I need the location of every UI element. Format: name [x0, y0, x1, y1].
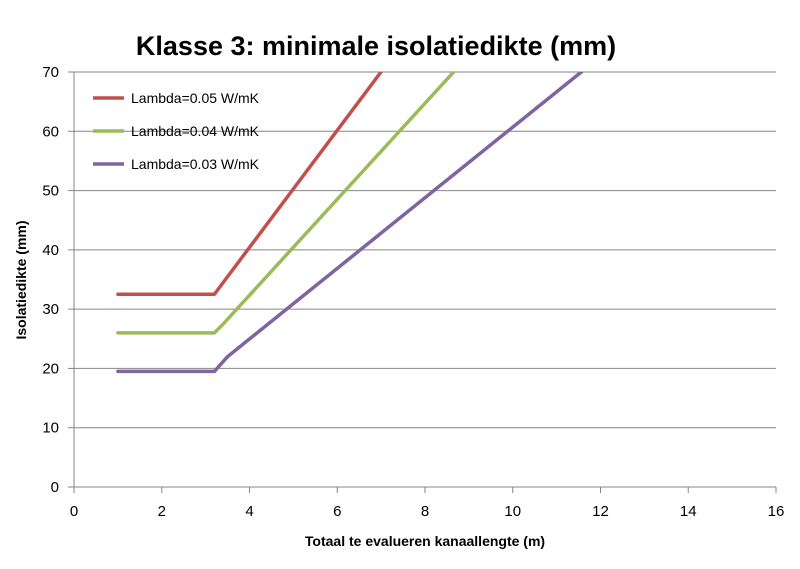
series-lines [116, 72, 585, 374]
series-line [116, 72, 384, 297]
y-tick-label: 50 [42, 183, 59, 200]
x-axis-ticks: 0 2 4 6 8 10 12 14 16 [70, 487, 785, 520]
chart-title: Klasse 3: minimale isolatiedikte (mm) [136, 31, 616, 61]
legend-label: Lambda=0.03 W/mK [131, 156, 260, 172]
legend-label: Lambda=0.04 W/mK [131, 123, 260, 139]
y-tick-label: 70 [42, 64, 59, 81]
y-tick-label: 0 [51, 479, 59, 496]
legend: Lambda=0.05 W/mK Lambda=0.04 W/mK Lambda=0… [93, 90, 260, 172]
x-tick-label: 16 [768, 503, 785, 520]
x-axis-label: Totaal te evalueren kanaallengte (m) [305, 533, 545, 549]
y-tick-label: 30 [42, 301, 59, 318]
y-tick-label: 10 [42, 420, 59, 437]
x-tick-label: 10 [504, 503, 521, 520]
y-axis-ticks: 0 10 20 30 40 50 60 70 [42, 64, 74, 496]
x-tick-label: 0 [70, 503, 78, 520]
x-tick-label: 8 [421, 503, 429, 520]
y-tick-label: 60 [42, 123, 59, 140]
x-tick-label: 14 [680, 503, 697, 520]
x-tick-label: 2 [158, 503, 166, 520]
series-line [116, 72, 585, 374]
x-tick-label: 4 [245, 503, 253, 520]
x-tick-label: 6 [333, 503, 341, 520]
gridlines [74, 71, 776, 429]
y-tick-label: 20 [42, 360, 59, 377]
y-tick-label: 40 [42, 242, 59, 259]
y-axis-label: Isolatiedikte (mm) [13, 220, 29, 339]
x-tick-label: 12 [592, 503, 609, 520]
legend-label: Lambda=0.05 W/mK [131, 90, 260, 106]
series-line [116, 72, 456, 335]
